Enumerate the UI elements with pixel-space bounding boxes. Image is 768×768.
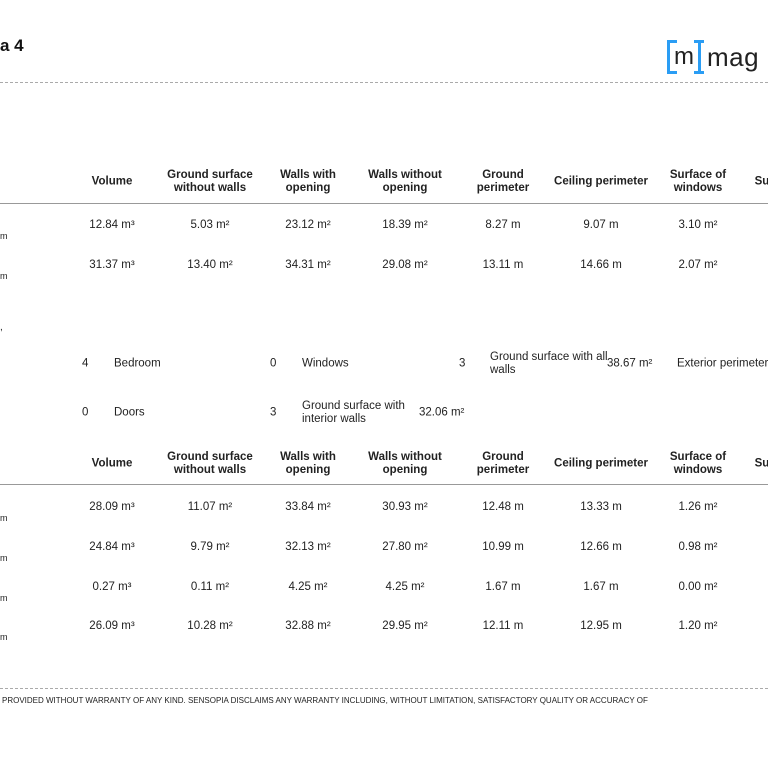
summary-label: Bedroom [114, 357, 161, 370]
column-header: Ground perimeter [476, 169, 530, 194]
column-header: Walls without opening [368, 451, 442, 476]
table-cell: 31.37 m³ [89, 259, 135, 271]
page-title: a 4 [0, 36, 24, 55]
summary-count: 0 [270, 357, 277, 370]
row-unit: m [0, 513, 8, 523]
table-cell: 10.28 m² [187, 620, 233, 632]
table-cell: 27.80 m² [382, 541, 428, 553]
table-cell: 0.11 m² [190, 581, 230, 593]
table-cell: 13.40 m² [187, 259, 233, 271]
table-cell: 30.93 m² [382, 501, 428, 513]
column-header: Ground perimeter [476, 451, 530, 476]
summary-label: Doors [114, 406, 145, 419]
table-cell: 18.39 m² [382, 219, 428, 231]
table-cell: 8.27 m [485, 219, 521, 231]
table-cell: 12.48 m [482, 501, 524, 513]
table-cell: 1.67 m [583, 581, 619, 593]
table-cell: 1.20 m² [678, 620, 718, 632]
table-cell: 12.11 m [482, 620, 524, 632]
table-cell: 9.79 m² [190, 541, 230, 553]
logo-mark: m [667, 40, 701, 74]
table-cell: 13.33 m [580, 501, 622, 513]
column-header: Walls without opening [368, 169, 442, 194]
summary-label: Ground surface with all walls [490, 351, 608, 376]
column-header: Volume [91, 175, 133, 188]
column-header: Ground surface without walls [167, 451, 253, 476]
logo-text: mag [707, 41, 760, 72]
table-cell: 4.25 m² [288, 581, 328, 593]
table-cell: 23.12 m² [285, 219, 331, 231]
table-cell: 12.66 m [580, 541, 622, 553]
disclaimer: PROVIDED WITHOUT WARRANTY OF ANY KIND. S… [2, 696, 648, 705]
table-cell: 32.88 m² [285, 620, 331, 632]
column-header: Surface of windows [669, 169, 727, 194]
column-header: Walls with opening [280, 451, 336, 476]
table-cell: 26.09 m³ [89, 620, 135, 632]
column-header: Walls with opening [280, 169, 336, 194]
table-cell: 3.10 m² [678, 219, 718, 231]
summary-count: 3 [270, 406, 277, 419]
table-cell: 32.13 m² [285, 541, 331, 553]
table-cell: 24.84 m³ [89, 541, 135, 553]
fragment-mark: , [0, 322, 3, 333]
table-cell: 4.25 m² [385, 581, 425, 593]
summary-value: 32.06 m² [419, 406, 465, 419]
summary-count: 4 [82, 357, 89, 370]
table-cell: 29.95 m² [382, 620, 428, 632]
table-cell: 33.84 m² [285, 501, 331, 513]
table-cell: 0.27 m³ [92, 581, 132, 593]
table-cell: 9.07 m [583, 219, 619, 231]
table-cell: 0.98 m² [678, 541, 718, 553]
column-header: Volume [91, 457, 133, 470]
table-cell: 11.07 m² [187, 501, 233, 513]
table-cell: 1.26 m² [678, 501, 718, 513]
table-cell: 34.31 m² [285, 259, 331, 271]
logo: m mag [667, 38, 759, 76]
table-cell: 12.84 m³ [89, 219, 135, 231]
row-unit: m [0, 593, 8, 603]
bottom-divider [0, 688, 768, 689]
row-unit: m [0, 231, 8, 241]
column-header: Surface of windows [669, 451, 727, 476]
header-rule [0, 484, 768, 485]
summary-count: 0 [82, 406, 89, 419]
table-cell: 13.11 m [482, 259, 524, 271]
summary-count: 3 [459, 357, 466, 370]
table-cell: 0.00 m² [678, 581, 718, 593]
row-unit: m [0, 553, 8, 563]
table-cell: 29.08 m² [382, 259, 428, 271]
table-cell: 14.66 m [580, 259, 622, 271]
table-cell: 1.67 m [485, 581, 521, 593]
table-cell: 5.03 m² [190, 219, 230, 231]
column-header: Su [754, 457, 768, 470]
top-divider [0, 82, 768, 83]
column-header: Su [754, 175, 768, 188]
table-cell: 2.07 m² [678, 259, 718, 271]
summary-value: 38.67 m² [607, 357, 653, 370]
row-unit: m [0, 271, 8, 281]
table-cell: 10.99 m [482, 541, 524, 553]
table-cell: 28.09 m³ [89, 501, 135, 513]
column-header: Ceiling perimeter [554, 457, 648, 470]
row-unit: m [0, 632, 8, 642]
table-cell: 12.95 m [580, 620, 622, 632]
header-rule [0, 203, 768, 204]
summary-label: Windows [302, 357, 349, 370]
column-header: Ceiling perimeter [554, 175, 648, 188]
summary-label: Ground surface with interior walls [302, 400, 405, 425]
column-header: Ground surface without walls [167, 169, 253, 194]
summary-label: Exterior perimeter [677, 357, 768, 370]
